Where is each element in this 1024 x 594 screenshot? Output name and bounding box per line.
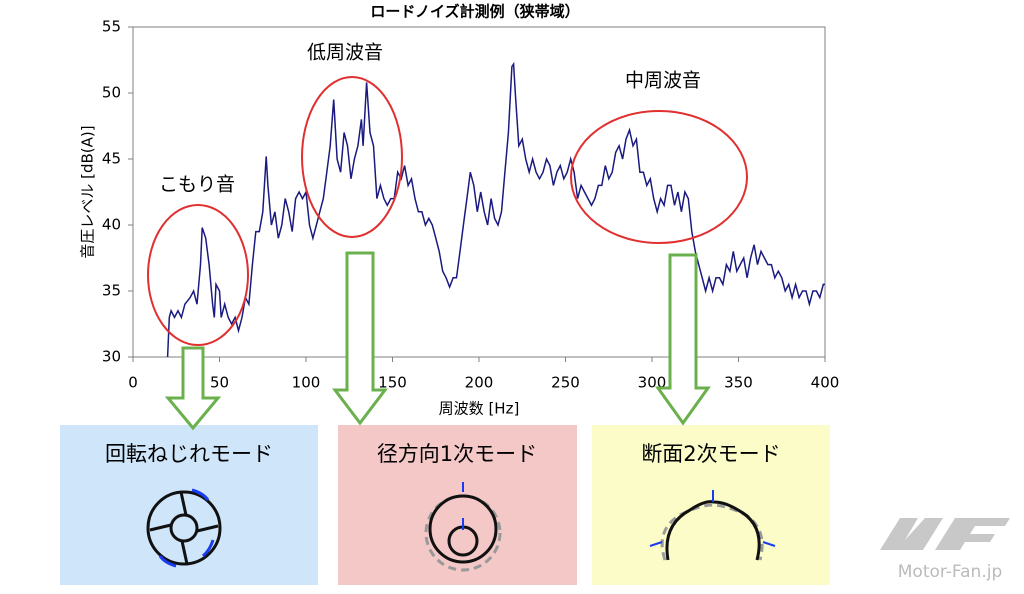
annotation: 低周波音 xyxy=(307,42,383,64)
mode-title: 回転ねじれモード xyxy=(105,442,273,466)
highlight-ellipse xyxy=(570,110,748,244)
section-diagram xyxy=(649,490,776,561)
arrow xyxy=(331,251,389,426)
line-series xyxy=(166,61,825,358)
x-axis-label: 周波数 [Hz] xyxy=(439,400,520,418)
x-tick-label: 150 xyxy=(378,374,407,392)
mode-box xyxy=(338,425,577,585)
x-tick-label: 400 xyxy=(811,374,840,392)
arrow xyxy=(164,346,222,431)
arrow xyxy=(655,253,711,426)
y-tick-label: 35 xyxy=(102,282,121,300)
highlight-ellipse xyxy=(301,76,403,238)
x-tick-label: 350 xyxy=(724,374,753,392)
highlight-ellipse xyxy=(147,204,249,346)
y-tick-label: 55 xyxy=(102,18,121,36)
y-tick-label: 40 xyxy=(102,216,121,234)
mode-box xyxy=(60,425,318,585)
x-tick-label: 250 xyxy=(551,374,580,392)
radial-diagram xyxy=(424,482,502,572)
y-tick-label: 50 xyxy=(102,84,121,102)
logo xyxy=(880,518,1010,550)
x-tick-label: 0 xyxy=(128,374,138,392)
plot-frame xyxy=(132,26,826,358)
annotation: 中周波音 xyxy=(625,70,701,92)
y-tick-label: 45 xyxy=(102,150,121,168)
mode-title: 径方向1次モード xyxy=(377,442,537,466)
annotation: こもり音 xyxy=(159,174,235,196)
watermark: Motor-Fan.jp xyxy=(898,562,1003,582)
arrows xyxy=(164,251,711,431)
x-tick-label: 100 xyxy=(292,374,321,392)
torsion-diagram xyxy=(146,488,222,568)
chart-title: ロードノイズ計測例（狭帯域） xyxy=(370,3,579,21)
mode-title: 断面2次モード xyxy=(641,442,780,466)
x-tick-label: 200 xyxy=(465,374,494,392)
x-tick-label: 50 xyxy=(210,374,229,392)
y-axis-label: 音圧レベル [dB(A)] xyxy=(79,125,97,258)
y-tick-label: 30 xyxy=(102,348,121,366)
